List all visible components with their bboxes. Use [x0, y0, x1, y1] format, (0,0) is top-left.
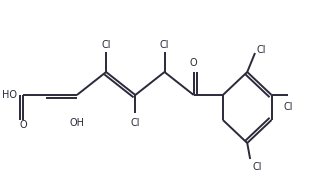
Text: O: O	[20, 120, 27, 130]
Text: O: O	[190, 58, 197, 68]
Text: Cl: Cl	[101, 40, 111, 50]
Text: Cl: Cl	[252, 162, 262, 172]
Text: HO: HO	[2, 90, 17, 100]
Text: Cl: Cl	[283, 102, 293, 112]
Text: Cl: Cl	[257, 45, 266, 55]
Text: Cl: Cl	[160, 40, 169, 50]
Text: OH: OH	[70, 118, 84, 128]
Text: Cl: Cl	[131, 118, 140, 128]
